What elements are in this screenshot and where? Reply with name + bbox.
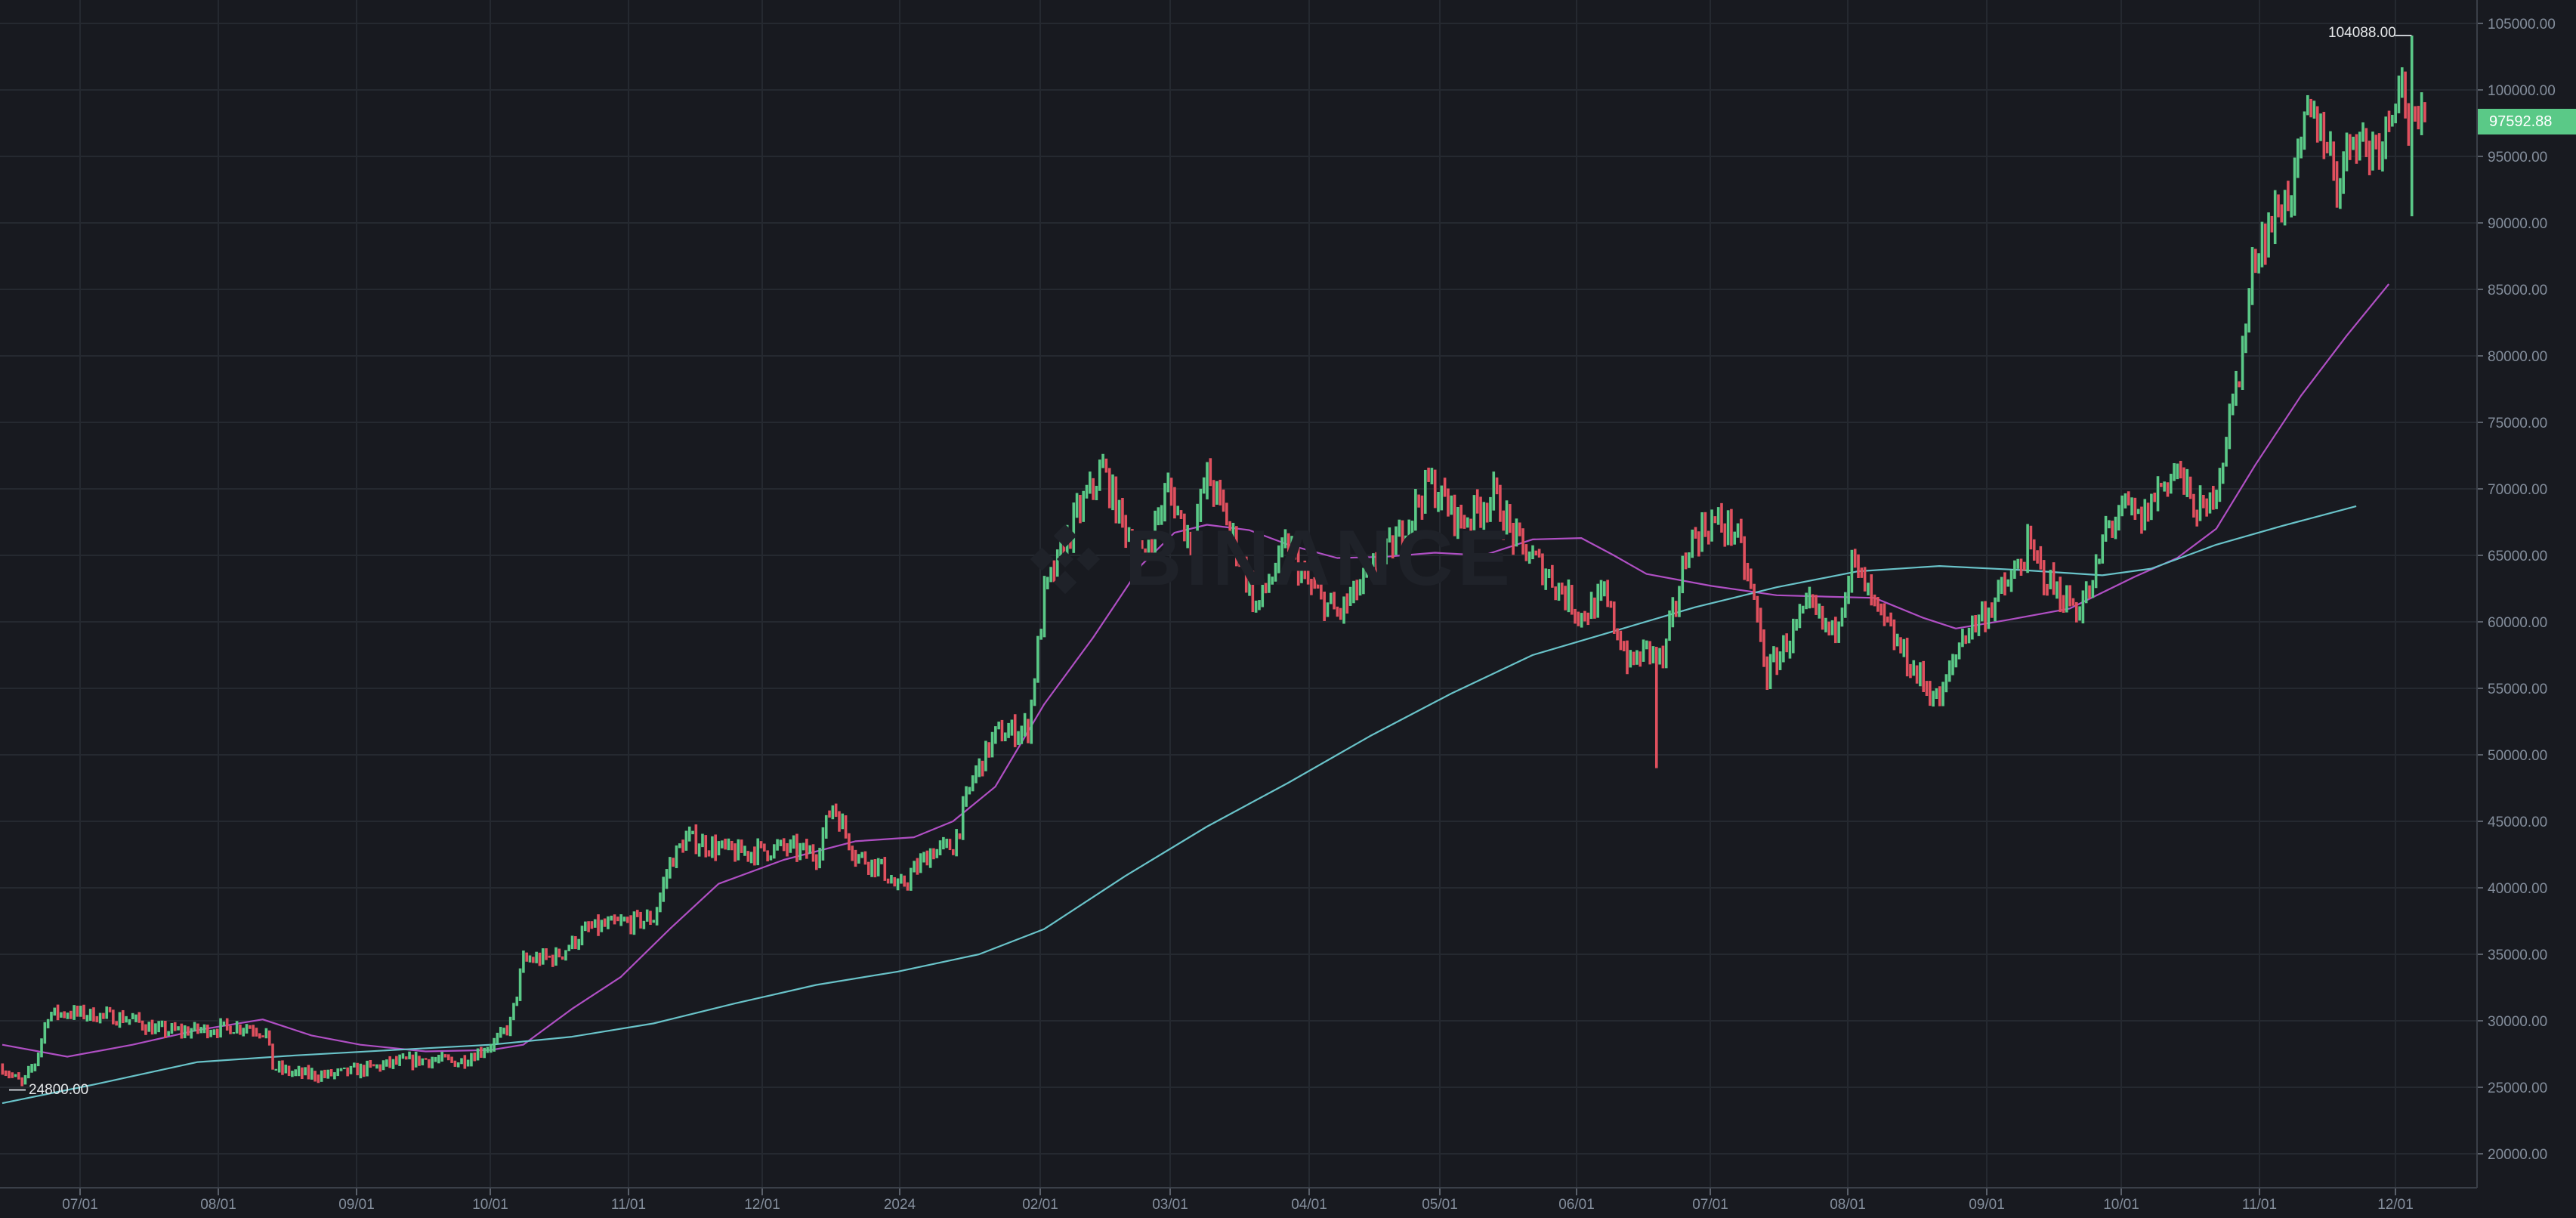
- svg-text:105000.00: 105000.00: [2488, 17, 2556, 32]
- grid-lines: [0, 0, 2477, 1188]
- candles: [1, 35, 2426, 1091]
- high-marker-label: 104088.00: [2328, 25, 2396, 41]
- svg-text:20000.00: 20000.00: [2488, 1147, 2547, 1163]
- svg-text:2024: 2024: [884, 1197, 916, 1213]
- svg-text:80000.00: 80000.00: [2488, 349, 2547, 365]
- svg-text:02/01: 02/01: [1022, 1197, 1058, 1213]
- svg-text:11/01: 11/01: [611, 1197, 646, 1213]
- svg-text:12/01: 12/01: [2377, 1197, 2414, 1213]
- svg-text:09/01: 09/01: [1969, 1197, 2005, 1213]
- svg-text:95000.00: 95000.00: [2488, 150, 2547, 165]
- svg-text:10/01: 10/01: [2103, 1197, 2139, 1213]
- svg-text:04/01: 04/01: [1291, 1197, 1327, 1213]
- svg-text:11/01: 11/01: [2242, 1197, 2277, 1213]
- svg-text:30000.00: 30000.00: [2488, 1014, 2547, 1030]
- svg-text:06/01: 06/01: [1558, 1197, 1595, 1213]
- svg-text:08/01: 08/01: [200, 1197, 236, 1213]
- svg-text:50000.00: 50000.00: [2488, 748, 2547, 764]
- svg-text:07/01: 07/01: [62, 1197, 98, 1213]
- svg-text:100000.00: 100000.00: [2488, 83, 2556, 99]
- svg-text:05/01: 05/01: [1422, 1197, 1458, 1213]
- svg-text:35000.00: 35000.00: [2488, 948, 2547, 963]
- svg-text:12/01: 12/01: [744, 1197, 780, 1213]
- low-marker-label: 24800.00: [29, 1082, 89, 1098]
- svg-text:60000.00: 60000.00: [2488, 615, 2547, 631]
- svg-text:25000.00: 25000.00: [2488, 1080, 2547, 1096]
- svg-text:03/01: 03/01: [1152, 1197, 1188, 1213]
- svg-text:45000.00: 45000.00: [2488, 815, 2547, 830]
- svg-text:55000.00: 55000.00: [2488, 682, 2547, 697]
- svg-text:10/01: 10/01: [472, 1197, 508, 1213]
- svg-text:40000.00: 40000.00: [2488, 881, 2547, 897]
- svg-text:70000.00: 70000.00: [2488, 482, 2547, 498]
- svg-text:65000.00: 65000.00: [2488, 549, 2547, 564]
- svg-text:08/01: 08/01: [1830, 1197, 1866, 1213]
- svg-text:07/01: 07/01: [1692, 1197, 1728, 1213]
- svg-text:90000.00: 90000.00: [2488, 216, 2547, 232]
- last-price-tag: 97592.88: [2478, 109, 2576, 135]
- svg-text:09/01: 09/01: [338, 1197, 375, 1213]
- svg-text:75000.00: 75000.00: [2488, 416, 2547, 431]
- moving-average-lines: [2, 283, 2390, 1105]
- svg-text:85000.00: 85000.00: [2488, 283, 2547, 298]
